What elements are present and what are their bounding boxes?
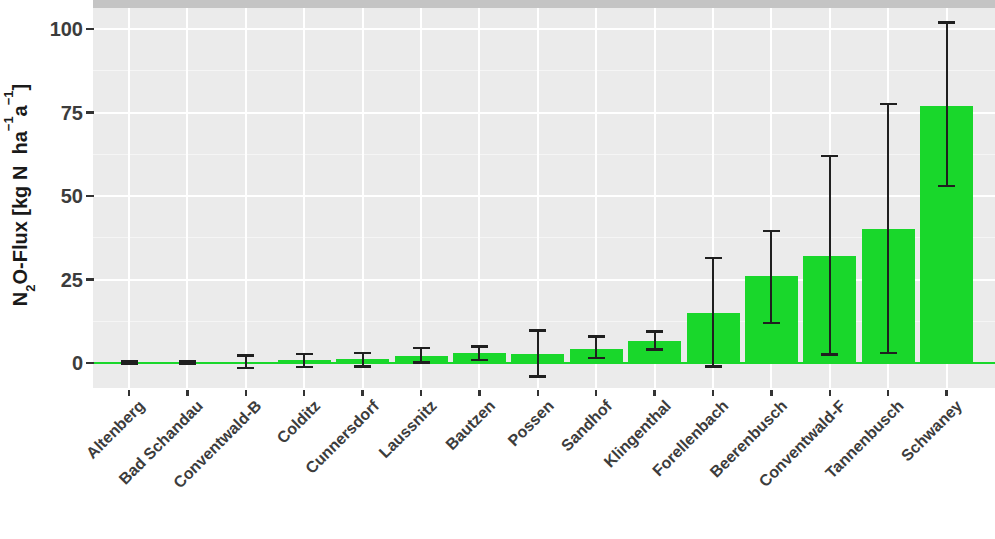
- error-bar-cap-top: [646, 330, 663, 333]
- gridline-major-horizontal: [93, 195, 995, 197]
- error-bar-cap-bottom: [121, 363, 138, 366]
- error-bar-line: [887, 104, 889, 353]
- error-bar-cap-top: [880, 103, 897, 106]
- gridline-major-vertical: [595, 8, 597, 388]
- x-tick-mark: [186, 390, 189, 396]
- error-bar-cap-bottom: [821, 353, 838, 356]
- x-tick-mark: [537, 390, 540, 396]
- y-tick-mark: [86, 28, 94, 31]
- error-bar-cap-bottom: [880, 352, 897, 355]
- error-bar-line: [595, 336, 597, 358]
- gridline-major-vertical: [128, 8, 130, 388]
- error-bar-cap-top: [588, 335, 605, 338]
- x-axis-label: Schwaney: [898, 397, 966, 465]
- error-bar-cap-bottom: [646, 348, 663, 351]
- y-tick-label: 75: [0, 100, 83, 126]
- plot-panel: [93, 8, 995, 388]
- error-bar-cap-bottom: [413, 361, 430, 364]
- y-tick-label: 100: [0, 16, 83, 42]
- chart-root: N2O-Flux [kg N ha−1a−1] 0255075100 Alten…: [0, 0, 995, 539]
- error-bar-cap-bottom: [938, 185, 955, 188]
- gridline-major-horizontal: [93, 28, 995, 30]
- x-axis-label: Possen: [505, 397, 558, 450]
- error-bar-line: [654, 331, 656, 349]
- x-tick-mark: [712, 390, 715, 396]
- x-tick-mark: [829, 390, 832, 396]
- x-axis-label: Sandhof: [558, 397, 616, 455]
- gridline-major-horizontal: [93, 112, 995, 114]
- error-bar-cap-bottom: [471, 359, 488, 362]
- error-bar-cap-bottom: [237, 367, 254, 370]
- error-bar-line: [829, 156, 831, 355]
- x-axis-label: Colditz: [273, 397, 323, 447]
- gridline-major-vertical: [186, 8, 188, 388]
- error-bar-cap-bottom: [529, 375, 546, 378]
- error-bar-cap-top: [821, 155, 838, 158]
- x-tick-mark: [945, 390, 948, 396]
- error-bar-cap-top: [296, 353, 313, 356]
- gridline-major-vertical: [303, 8, 305, 388]
- error-bar-cap-bottom: [354, 365, 371, 368]
- x-tick-mark: [595, 390, 598, 396]
- y-tick-mark: [86, 278, 94, 281]
- error-bar-cap-bottom: [588, 357, 605, 360]
- x-tick-mark: [887, 390, 890, 396]
- error-bar-cap-top: [413, 347, 430, 350]
- error-bar-cap-bottom: [705, 365, 722, 368]
- error-bar-cap-bottom: [179, 362, 196, 365]
- error-bar-line: [537, 331, 539, 377]
- x-tick-mark: [303, 390, 306, 396]
- y-tick-mark: [86, 195, 94, 198]
- gridline-major-vertical: [478, 8, 480, 388]
- y-tick-label: 25: [0, 267, 83, 293]
- error-bar-cap-top: [529, 329, 546, 332]
- x-tick-mark: [478, 390, 481, 396]
- x-tick-mark: [420, 390, 423, 396]
- y-tick-label: 50: [0, 183, 83, 209]
- y-tick-mark: [86, 362, 94, 365]
- gridline-minor-horizontal: [93, 321, 995, 322]
- gridline-major-horizontal: [93, 279, 995, 281]
- gridline-minor-horizontal: [93, 237, 995, 238]
- x-axis-label: Bautzen: [442, 397, 499, 454]
- y-tick-label: 0: [0, 350, 83, 376]
- gridline-minor-horizontal: [93, 154, 995, 155]
- error-bar-line: [946, 22, 948, 186]
- y-tick-mark: [86, 111, 94, 114]
- gridline-major-vertical: [362, 8, 364, 388]
- y-axis-title-text: N: [9, 292, 31, 306]
- error-bar-cap-top: [938, 21, 955, 24]
- error-bar-cap-top: [763, 230, 780, 233]
- x-tick-mark: [245, 390, 248, 396]
- error-bar-cap-top: [705, 257, 722, 260]
- error-bar-line: [712, 258, 714, 367]
- x-tick-mark: [653, 390, 656, 396]
- error-bar-cap-top: [237, 354, 254, 357]
- error-bar-cap-top: [471, 345, 488, 348]
- x-axis-label: Laussnitz: [376, 397, 441, 462]
- x-tick-mark: [128, 390, 131, 396]
- error-bar-cap-top: [354, 352, 371, 355]
- error-bar-cap-bottom: [763, 322, 780, 325]
- error-bar-cap-bottom: [296, 366, 313, 369]
- gridline-major-vertical: [245, 8, 247, 388]
- gridline-minor-horizontal: [93, 70, 995, 71]
- gridline-major-vertical: [420, 8, 422, 388]
- x-tick-mark: [770, 390, 773, 396]
- x-tick-mark: [361, 390, 364, 396]
- error-bar-line: [770, 231, 772, 323]
- facet-strip: [93, 0, 995, 8]
